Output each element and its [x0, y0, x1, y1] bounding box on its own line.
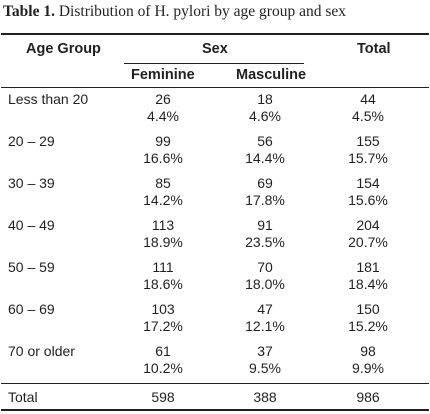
- header-feminine: Feminine: [131, 67, 195, 83]
- cell-mas-count: 70: [257, 259, 273, 275]
- cell-mas-count: 56: [257, 133, 273, 149]
- cell-tot-count: 44: [360, 91, 376, 107]
- cell-mas-count: 91: [257, 217, 273, 233]
- total-feminine: 598: [151, 389, 175, 405]
- row-age-group: 30 – 39: [8, 175, 55, 191]
- row-age-group: 70 or older: [8, 343, 75, 359]
- cell-tot-percent: 9.9%: [352, 360, 384, 376]
- cell-mas-percent: 23.5%: [245, 234, 285, 250]
- cell-fem-percent: 10.2%: [143, 360, 183, 376]
- cell-fem-percent: 4.4%: [147, 108, 179, 124]
- cell-fem-percent: 16.6%: [143, 150, 183, 166]
- top-rule: [1, 33, 429, 35]
- header-total: Total: [357, 41, 391, 57]
- cell-tot-count: 204: [356, 217, 380, 233]
- cell-fem-count: 61: [155, 343, 171, 359]
- cell-tot-percent: 15.6%: [348, 192, 388, 208]
- header-bottom-rule: [1, 87, 429, 88]
- cell-mas-count: 47: [257, 301, 273, 317]
- bottom-rule: [1, 409, 429, 411]
- cell-tot-count: 181: [356, 259, 380, 275]
- row-age-group: 40 – 49: [8, 217, 55, 233]
- header-age-group: Age Group: [26, 41, 101, 57]
- cell-mas-count: 69: [257, 175, 273, 191]
- cell-tot-percent: 15.2%: [348, 318, 388, 334]
- cell-fem-count: 111: [152, 259, 174, 275]
- header-sex: Sex: [202, 41, 228, 57]
- cell-fem-percent: 17.2%: [143, 318, 183, 334]
- cell-tot-count: 155: [356, 133, 380, 149]
- cell-fem-percent: 18.9%: [143, 234, 183, 250]
- row-age-group: 20 – 29: [8, 133, 55, 149]
- sex-header-rule: [124, 63, 304, 64]
- cell-tot-count: 98: [360, 343, 376, 359]
- cell-mas-percent: 17.8%: [245, 192, 285, 208]
- total-masculine: 388: [253, 389, 277, 405]
- total-row-label: Total: [8, 389, 38, 405]
- cell-mas-percent: 14.4%: [245, 150, 285, 166]
- cell-mas-percent: 9.5%: [249, 360, 281, 376]
- cell-tot-percent: 20.7%: [348, 234, 388, 250]
- cell-fem-count: 85: [155, 175, 171, 191]
- header-masculine: Masculine: [236, 67, 307, 83]
- table-caption-label: Table 1.: [3, 3, 55, 20]
- cell-fem-percent: 18.6%: [143, 276, 183, 292]
- cell-tot-percent: 15.7%: [348, 150, 388, 166]
- total-top-rule: [1, 383, 429, 384]
- cell-fem-percent: 14.2%: [143, 192, 183, 208]
- cell-tot-percent: 4.5%: [352, 108, 384, 124]
- row-age-group: 50 – 59: [8, 259, 55, 275]
- row-age-group: 60 – 69: [8, 301, 55, 317]
- cell-tot-percent: 18.4%: [348, 276, 388, 292]
- total-overall: 986: [356, 389, 380, 405]
- table-caption: Table 1. Distribution of H. pylori by ag…: [3, 2, 346, 22]
- row-age-group: Less than 20: [8, 91, 89, 107]
- cell-mas-percent: 18.0%: [245, 276, 285, 292]
- cell-mas-count: 18: [257, 91, 273, 107]
- table-caption-text: Distribution of H. pylori by age group a…: [58, 3, 346, 20]
- cell-fem-count: 99: [155, 133, 171, 149]
- cell-mas-percent: 12.1%: [245, 318, 285, 334]
- cell-fem-count: 26: [155, 91, 171, 107]
- cell-mas-count: 37: [257, 343, 273, 359]
- cell-fem-count: 103: [151, 301, 175, 317]
- cell-tot-count: 150: [356, 301, 380, 317]
- cell-tot-count: 154: [356, 175, 380, 191]
- cell-fem-count: 113: [151, 217, 175, 233]
- cell-mas-percent: 4.6%: [249, 108, 281, 124]
